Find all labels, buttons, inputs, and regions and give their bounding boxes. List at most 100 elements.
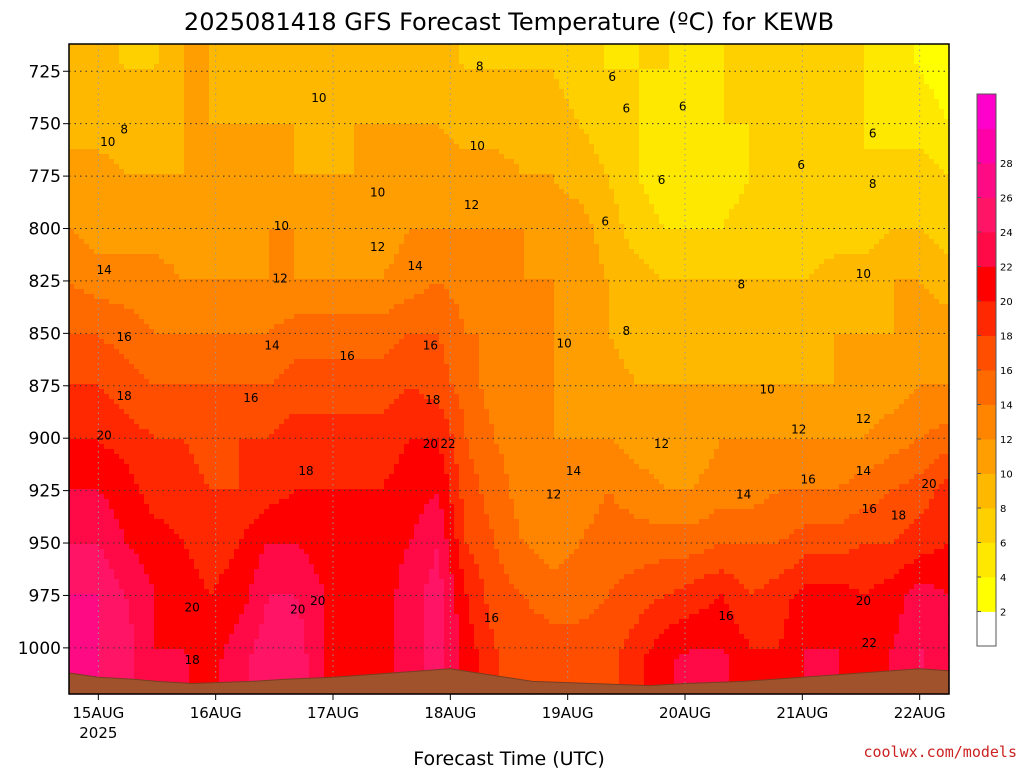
heatmap-cell <box>534 169 540 175</box>
heatmap-cell <box>759 114 765 120</box>
heatmap-cell <box>769 54 775 60</box>
heatmap-cell <box>719 69 725 75</box>
heatmap-cell <box>614 119 620 125</box>
heatmap-cell <box>244 59 250 65</box>
heatmap-cell <box>784 109 790 115</box>
heatmap-cell <box>354 89 360 95</box>
heatmap-cell <box>284 89 290 95</box>
heatmap-cell <box>354 54 360 60</box>
heatmap-cell <box>704 174 710 180</box>
heatmap-cell <box>849 169 855 175</box>
heatmap-cell <box>389 149 395 155</box>
heatmap-cell <box>74 149 80 155</box>
heatmap-cell <box>489 169 495 175</box>
heatmap-cell <box>279 124 285 130</box>
heatmap-cell <box>699 59 705 65</box>
heatmap-cell <box>684 179 690 185</box>
heatmap-cell <box>304 69 310 75</box>
heatmap-cell <box>149 44 155 50</box>
heatmap-cell <box>379 69 385 75</box>
heatmap-cell <box>729 109 735 115</box>
heatmap-cell <box>909 154 915 160</box>
heatmap-cell <box>784 174 790 180</box>
heatmap-cell <box>99 44 105 50</box>
heatmap-cell <box>269 44 275 50</box>
heatmap-cell <box>454 159 460 165</box>
heatmap-cell <box>874 49 880 55</box>
heatmap-cell <box>119 84 125 90</box>
heatmap-cell <box>679 129 685 135</box>
heatmap-cell <box>474 74 480 80</box>
heatmap-cell <box>764 129 770 135</box>
heatmap-cell <box>79 179 85 185</box>
heatmap-cell <box>544 109 550 115</box>
heatmap-cell <box>814 179 820 185</box>
heatmap-cell <box>504 149 510 155</box>
heatmap-cell <box>339 174 345 180</box>
heatmap-cell <box>924 89 930 95</box>
heatmap-cell <box>404 59 410 65</box>
heatmap-cell <box>269 169 275 175</box>
heatmap-cell <box>409 104 415 110</box>
heatmap-cell <box>734 159 740 165</box>
heatmap-cell <box>754 99 760 105</box>
heatmap-cell <box>494 159 500 165</box>
heatmap-cell <box>599 174 605 180</box>
heatmap-cell <box>314 109 320 115</box>
heatmap-cell <box>389 64 395 70</box>
heatmap-cell <box>184 59 190 65</box>
heatmap-cell <box>599 64 605 70</box>
heatmap-cell <box>529 99 535 105</box>
heatmap-cell <box>699 159 705 165</box>
heatmap-cell <box>319 139 325 145</box>
heatmap-cell <box>279 74 285 80</box>
heatmap-cell <box>164 144 170 150</box>
heatmap-cell <box>234 94 240 100</box>
heatmap-cell <box>129 69 135 75</box>
heatmap-cell <box>149 104 155 110</box>
heatmap-cell <box>889 49 895 55</box>
heatmap-cell <box>659 164 665 170</box>
heatmap-cell <box>464 124 470 130</box>
heatmap-cell <box>794 94 800 100</box>
heatmap-cell <box>859 69 865 75</box>
heatmap-cell <box>684 79 690 85</box>
heatmap-cell <box>159 89 165 95</box>
heatmap-cell <box>509 134 515 140</box>
heatmap-cell <box>794 154 800 160</box>
heatmap-cell <box>814 49 820 55</box>
heatmap-cell <box>909 124 915 130</box>
heatmap-cell <box>264 94 270 100</box>
heatmap-cell <box>334 59 340 65</box>
heatmap-cell <box>449 104 455 110</box>
heatmap-cell <box>874 74 880 80</box>
heatmap-cell <box>194 84 200 90</box>
heatmap-cell <box>449 134 455 140</box>
heatmap-cell <box>559 89 565 95</box>
heatmap-cell <box>534 154 540 160</box>
heatmap-cell <box>304 109 310 115</box>
heatmap-cell <box>379 109 385 115</box>
heatmap-cell <box>574 79 580 85</box>
heatmap-cell <box>304 54 310 60</box>
heatmap-cell <box>209 179 215 185</box>
heatmap-cell <box>509 109 515 115</box>
heatmap-cell <box>359 149 365 155</box>
heatmap-cell <box>344 64 350 70</box>
heatmap-cell <box>169 169 175 175</box>
heatmap-cell <box>214 79 220 85</box>
heatmap-cell <box>314 164 320 170</box>
heatmap-cell <box>384 169 390 175</box>
heatmap-cell <box>319 89 325 95</box>
heatmap-cell <box>379 104 385 110</box>
heatmap-cell <box>194 149 200 155</box>
heatmap-cell <box>634 159 640 165</box>
heatmap-cell <box>724 164 730 170</box>
heatmap-cell <box>229 44 235 50</box>
heatmap-cell <box>99 129 105 135</box>
heatmap-cell <box>519 169 525 175</box>
heatmap-cell <box>829 154 835 160</box>
heatmap-cell <box>629 164 635 170</box>
heatmap-cell <box>174 149 180 155</box>
heatmap-cell <box>114 114 120 120</box>
